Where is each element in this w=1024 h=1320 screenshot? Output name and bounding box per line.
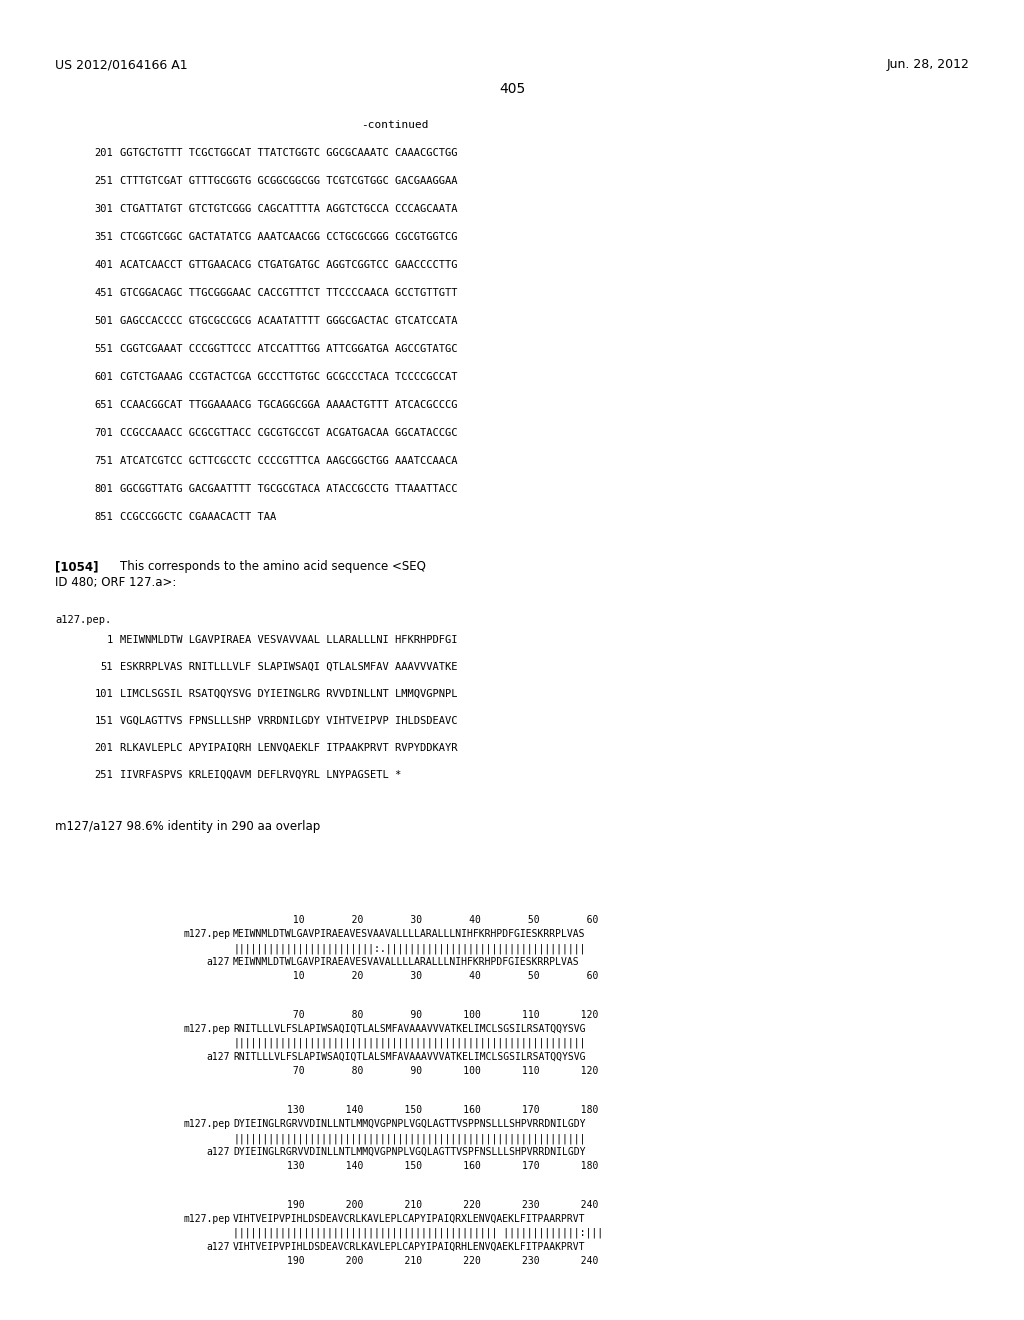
Text: GGTGCTGTTT TCGCTGGCAT TTATCTGGTC GGCGCAAATC CAAACGCTGG: GGTGCTGTTT TCGCTGGCAT TTATCTGGTC GGCGCAA… [120,148,458,158]
Text: ||||||||||||||||||||||||||||||||||||||||||||||||||||||||||||: ||||||||||||||||||||||||||||||||||||||||… [233,1133,586,1143]
Text: 601: 601 [94,372,113,381]
Text: 130       140       150       160       170       180: 130 140 150 160 170 180 [240,1162,598,1171]
Text: 251: 251 [94,770,113,780]
Text: m127.pep: m127.pep [183,1214,230,1224]
Text: This corresponds to the amino acid sequence <SEQ: This corresponds to the amino acid seque… [120,560,426,573]
Text: 190       200       210       220       230       240: 190 200 210 220 230 240 [240,1200,598,1210]
Text: 351: 351 [94,232,113,242]
Text: GTCGGACAGC TTGCGGGAAC CACCGTTTCT TTCCCCAACA GCCTGTTGTT: GTCGGACAGC TTGCGGGAAC CACCGTTTCT TTCCCCA… [120,288,458,298]
Text: CGGTCGAAAT CCCGGTTCCC ATCCATTTGG ATTCGGATGA AGCCGTATGC: CGGTCGAAAT CCCGGTTCCC ATCCATTTGG ATTCGGA… [120,345,458,354]
Text: RLKAVLEPLC APYIPAIQRH LENVQAEKLF ITPAAKPRVT RVPYDDKAYR: RLKAVLEPLC APYIPAIQRH LENVQAEKLF ITPAAKP… [120,743,458,752]
Text: ESKRRPLVAS RNITLLLVLF SLAPIWSAQI QTLALSMFAV AAAVVVATKE: ESKRRPLVAS RNITLLLVLF SLAPIWSAQI QTLALSM… [120,663,458,672]
Text: ID 480; ORF 127.a>:: ID 480; ORF 127.a>: [55,576,176,589]
Text: 405: 405 [499,82,525,96]
Text: m127.pep: m127.pep [183,1119,230,1129]
Text: 651: 651 [94,400,113,411]
Text: 701: 701 [94,428,113,438]
Text: MEIWNMLDTWLGAVPIRAEAVESVAVALLLLARALLLNIHFKRHPDFGIESKRRPLVAS: MEIWNMLDTWLGAVPIRAEAVESVAVALLLLARALLLNIH… [233,957,580,968]
Text: DYIEINGLRGRVVDINLLNTLMMQVGPNPLVGQLAGTTVSPFNSLLLSHPVRRDNILGDY: DYIEINGLRGRVVDINLLNTLMMQVGPNPLVGQLAGTTVS… [233,1147,586,1158]
Text: VGQLAGTTVS FPNSLLLSHP VRRDNILGDY VIHTVEIPVP IHLDSDEAVC: VGQLAGTTVS FPNSLLLSHP VRRDNILGDY VIHTVEI… [120,715,458,726]
Text: 401: 401 [94,260,113,271]
Text: MEIWNMLDTWLGAVPIRAEAVESVAAVALLLLARALLLNIHFKRHPDFGIESKRRPLVAS: MEIWNMLDTWLGAVPIRAEAVESVAAVALLLLARALLLNI… [233,929,586,939]
Text: Jun. 28, 2012: Jun. 28, 2012 [886,58,969,71]
Text: CCGCCAAACC GCGCGTTACC CGCGTGCCGT ACGATGACAA GGCATACCGC: CCGCCAAACC GCGCGTTACC CGCGTGCCGT ACGATGA… [120,428,458,438]
Text: ||||||||||||||||||||||||||||||||||||||||||||| |||||||||||||:|||: ||||||||||||||||||||||||||||||||||||||||… [233,1228,603,1238]
Text: 201: 201 [94,743,113,752]
Text: CTCGGTCGGC GACTATATCG AAATCAACGG CCTGCGCGGG CGCGTGGTCG: CTCGGTCGGC GACTATATCG AAATCAACGG CCTGCGC… [120,232,458,242]
Text: a127: a127 [207,1242,230,1251]
Text: 551: 551 [94,345,113,354]
Text: LIMCLSGSIL RSATQQYSVG DYIEINGLRG RVVDINLLNT LMMQVGPNPL: LIMCLSGSIL RSATQQYSVG DYIEINGLRG RVVDINL… [120,689,458,700]
Text: 201: 201 [94,148,113,158]
Text: CGTCTGAAAG CCGTACTCGA GCCCTTGTGC GCGCCCTACA TCCCCGCCAT: CGTCTGAAAG CCGTACTCGA GCCCTTGTGC GCGCCCT… [120,372,458,381]
Text: 801: 801 [94,484,113,494]
Text: 51: 51 [100,663,113,672]
Text: 751: 751 [94,455,113,466]
Text: 251: 251 [94,176,113,186]
Text: IIVRFASPVS KRLEIQQAVM DEFLRVQYRL LNYPAGSETL *: IIVRFASPVS KRLEIQQAVM DEFLRVQYRL LNYPAGS… [120,770,401,780]
Text: VIHTVEIPVPIHLDSDEAVCRLKAVLEPLCAPYIPAIQRHLENVQAEKLFITPAAKPRVT: VIHTVEIPVPIHLDSDEAVCRLKAVLEPLCAPYIPAIQRH… [233,1242,586,1251]
Text: GGCGGTTATG GACGAATTTT TGCGCGTACA ATACCGCCTG TTAAATTACC: GGCGGTTATG GACGAATTTT TGCGCGTACA ATACCGC… [120,484,458,494]
Text: GAGCCACCCC GTGCGCCGCG ACAATATTTT GGGCGACTAC GTCATCCATA: GAGCCACCCC GTGCGCCGCG ACAATATTTT GGGCGAC… [120,315,458,326]
Text: [1054]: [1054] [55,560,98,573]
Text: ||||||||||||||||||||||||:.||||||||||||||||||||||||||||||||||: ||||||||||||||||||||||||:.||||||||||||||… [233,942,586,953]
Text: m127/a127 98.6% identity in 290 aa overlap: m127/a127 98.6% identity in 290 aa overl… [55,820,321,833]
Text: m127.pep: m127.pep [183,1024,230,1034]
Text: US 2012/0164166 A1: US 2012/0164166 A1 [55,58,187,71]
Text: 190       200       210       220       230       240: 190 200 210 220 230 240 [240,1257,598,1266]
Text: DYIEINGLRGRVVDINLLNTLMMQVGPNPLVGQLAGTTVSPPNSLLLSHPVRRDNILGDY: DYIEINGLRGRVVDINLLNTLMMQVGPNPLVGQLAGTTVS… [233,1119,586,1129]
Text: ||||||||||||||||||||||||||||||||||||||||||||||||||||||||||||: ||||||||||||||||||||||||||||||||||||||||… [233,1038,586,1048]
Text: ACATCAACCT GTTGAACACG CTGATGATGC AGGTCGGTCC GAACCCCTTG: ACATCAACCT GTTGAACACG CTGATGATGC AGGTCGG… [120,260,458,271]
Text: a127.pep.: a127.pep. [55,615,112,624]
Text: VIHTVEIPVPIHLDSDEAVCRLKAVLEPLCAPYIPAIQRXLENVQAEKLFITPAARPRVT: VIHTVEIPVPIHLDSDEAVCRLKAVLEPLCAPYIPAIQRX… [233,1214,586,1224]
Text: 130       140       150       160       170       180: 130 140 150 160 170 180 [240,1105,598,1115]
Text: RNITLLLVLFSLAPIWSAQIQTLALSMFAVAAAVVVATKELIMCLSGSILRSATQQYSVG: RNITLLLVLFSLAPIWSAQIQTLALSMFAVAAAVVVATKE… [233,1024,586,1034]
Text: 101: 101 [94,689,113,700]
Text: ATCATCGTCC GCTTCGCCTC CCCCGTTTCA AAGCGGCTGG AAATCCAACA: ATCATCGTCC GCTTCGCCTC CCCCGTTTCA AAGCGGC… [120,455,458,466]
Text: a127: a127 [207,1147,230,1158]
Text: 70        80        90       100       110       120: 70 80 90 100 110 120 [240,1010,598,1020]
Text: RNITLLLVLFSLAPIWSAQIQTLALSMFAVAAAVVVATKELIMCLSGSILRSATQQYSVG: RNITLLLVLFSLAPIWSAQIQTLALSMFAVAAAVVVATKE… [233,1052,586,1063]
Text: CCGCCGGCTC CGAAACACTT TAA: CCGCCGGCTC CGAAACACTT TAA [120,512,276,521]
Text: 151: 151 [94,715,113,726]
Text: a127: a127 [207,1052,230,1063]
Text: a127: a127 [207,957,230,968]
Text: CCAACGGCAT TTGGAAAACG TGCAGGCGGA AAAACTGTTT ATCACGCCCG: CCAACGGCAT TTGGAAAACG TGCAGGCGGA AAAACTG… [120,400,458,411]
Text: CTTTGTCGAT GTTTGCGGTG GCGGCGGCGG TCGTCGTGGC GACGAAGGAA: CTTTGTCGAT GTTTGCGGTG GCGGCGGCGG TCGTCGT… [120,176,458,186]
Text: 451: 451 [94,288,113,298]
Text: MEIWNMLDTW LGAVPIRAEA VESVAVVAAL LLARALLLNI HFKRHPDFGI: MEIWNMLDTW LGAVPIRAEA VESVAVVAAL LLARALL… [120,635,458,645]
Text: m127.pep: m127.pep [183,929,230,939]
Text: -continued: -continued [361,120,429,129]
Text: 10        20        30        40        50        60: 10 20 30 40 50 60 [240,915,598,925]
Text: 10        20        30        40        50        60: 10 20 30 40 50 60 [240,972,598,981]
Text: 70        80        90       100       110       120: 70 80 90 100 110 120 [240,1067,598,1076]
Text: CTGATTATGT GTCTGTCGGG CAGCATTTTA AGGTCTGCCA CCCAGCAATA: CTGATTATGT GTCTGTCGGG CAGCATTTTA AGGTCTG… [120,205,458,214]
Text: 501: 501 [94,315,113,326]
Text: 301: 301 [94,205,113,214]
Text: 851: 851 [94,512,113,521]
Text: 1: 1 [106,635,113,645]
